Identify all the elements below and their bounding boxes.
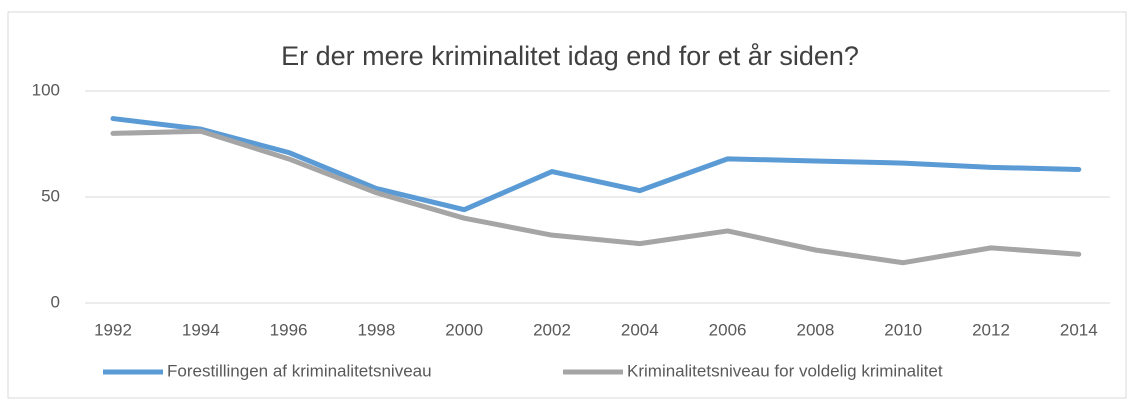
y-tick-label: 50 xyxy=(41,186,60,205)
x-tick-label: 2000 xyxy=(445,320,483,339)
chart-border xyxy=(7,11,1127,399)
x-tick-label: 1994 xyxy=(182,320,220,339)
x-tick-label: 2008 xyxy=(796,320,834,339)
x-tick-label: 1992 xyxy=(94,320,132,339)
x-tick-label: 2012 xyxy=(972,320,1010,339)
x-tick-label: 2014 xyxy=(1060,320,1098,339)
x-tick-label: 1998 xyxy=(357,320,395,339)
data-line xyxy=(110,128,1082,266)
y-tick-label: 100 xyxy=(32,80,60,99)
data-line xyxy=(110,116,1082,213)
x-tick-label: 2010 xyxy=(884,320,922,339)
x-tick-label: 2004 xyxy=(621,320,659,339)
y-tick-label: 0 xyxy=(51,292,60,311)
x-tick-label: 2002 xyxy=(533,320,571,339)
chart-title: Er der mere kriminalitet idag end for et… xyxy=(281,41,859,71)
legend-label: Kriminalitetsniveau for voldelig krimina… xyxy=(627,361,943,380)
x-tick-label: 1996 xyxy=(270,320,308,339)
legend-label: Forestillingen af kriminalitetsniveau xyxy=(167,361,432,380)
x-tick-label: 2006 xyxy=(709,320,747,339)
